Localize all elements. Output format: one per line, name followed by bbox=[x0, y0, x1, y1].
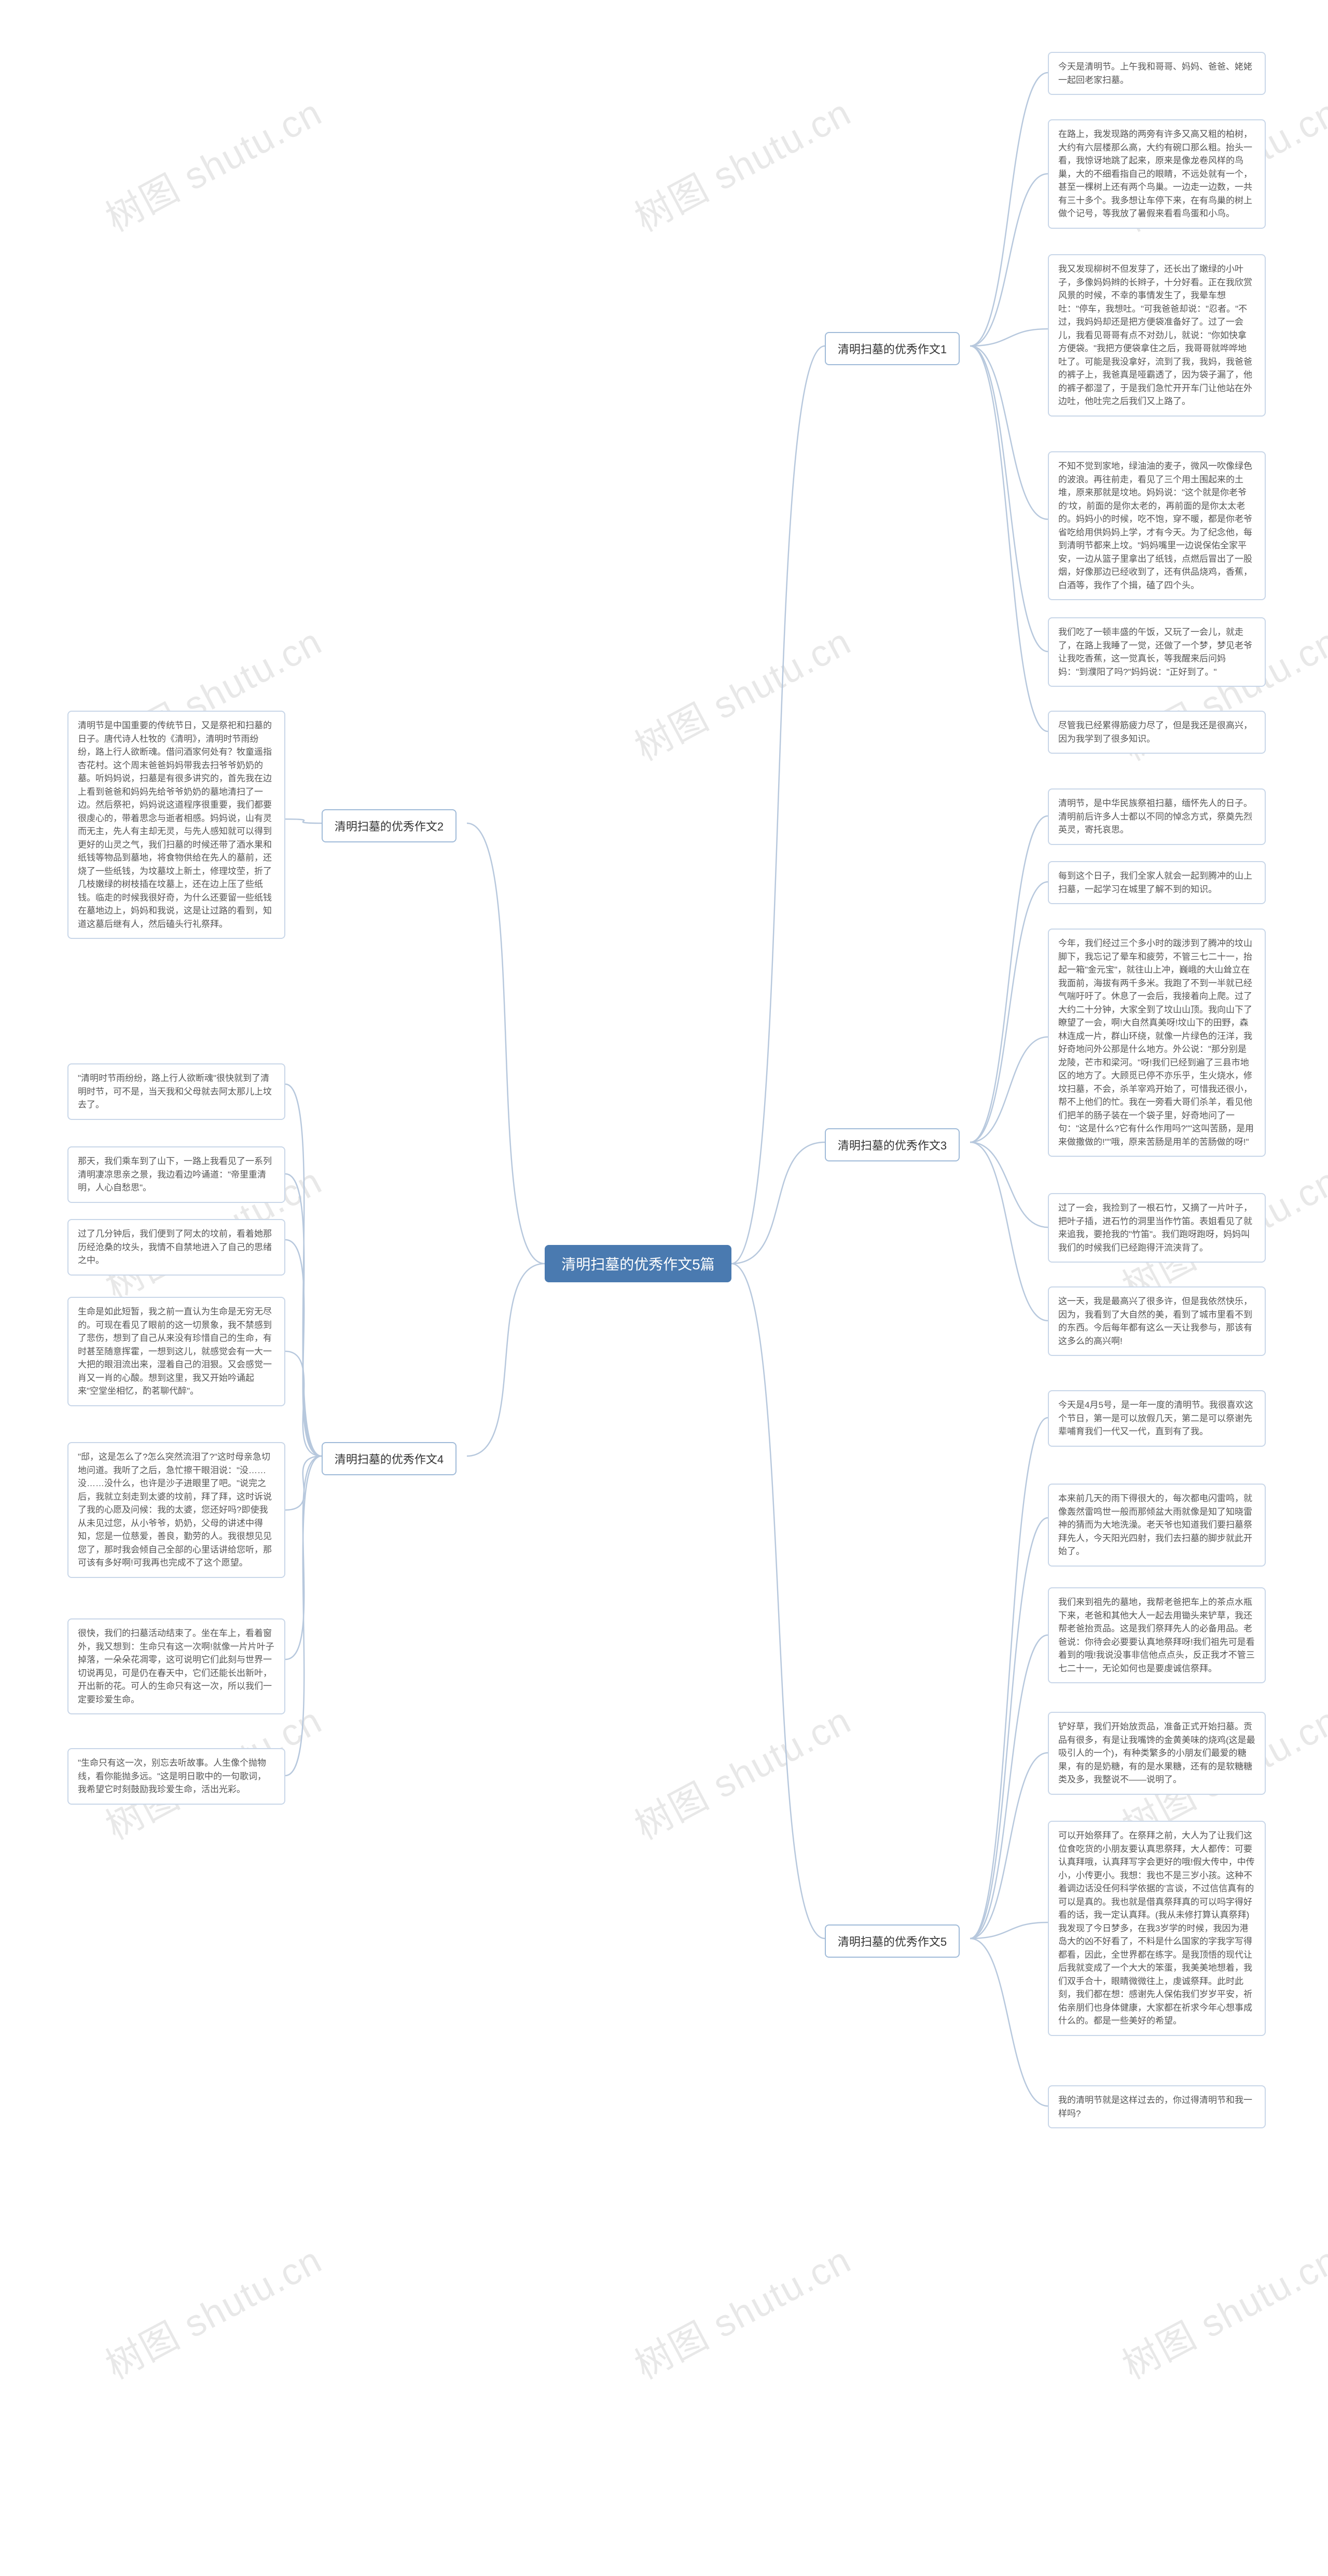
watermark-text: 树图 shutu.cn bbox=[94, 82, 330, 242]
leaf-node: 很快，我们的扫墓活动结束了。坐在车上，看着窗外，我又想到：生命只有这一次啊!就像… bbox=[67, 1618, 285, 1714]
leaf-node: 本来前几天的雨下得很大的，每次都电闪雷鸣，就像轰然雷鸣世一般而那倾盆大雨就像是知… bbox=[1048, 1484, 1266, 1567]
leaf-node: 今天是4月5号，是一年一度的清明节。我很喜欢这个节日，第一是可以放假几天，第二是… bbox=[1048, 1390, 1266, 1447]
watermark-text: 树图 shutu.cn bbox=[624, 82, 859, 242]
watermark-text: 树图 shutu.cn bbox=[94, 2230, 330, 2390]
leaf-node: "生命只有这一次，别忘去听故事。人生像个抛物线，看你能抛多远。"这是明日歌中的一… bbox=[67, 1748, 285, 1805]
watermark-text: 树图 shutu.cn bbox=[624, 612, 859, 771]
leaf-node: 不知不觉到家地，绿油油的麦子，微风一吹像绿色的波浪。再往前走，看见了三个用土围起… bbox=[1048, 451, 1266, 600]
leaf-node: 在路上，我发现路的两旁有许多又高又粗的柏树，大约有六层楼那么高，大约有碗口那么粗… bbox=[1048, 119, 1266, 229]
leaf-node: 今年，我们经过三个多小时的跋涉到了腾冲的坟山脚下，我忘记了晕车和疲劳，不管三七二… bbox=[1048, 929, 1266, 1157]
leaf-node: 过了一会，我捡到了一根石竹，又摘了一片叶子，把叶子插，进石竹的洞里当作竹笛。表姐… bbox=[1048, 1193, 1266, 1263]
leaf-node: 我们吃了一顿丰盛的午饭，又玩了一会儿，就走了，在路上我睡了一觉，还做了一个梦，梦… bbox=[1048, 617, 1266, 687]
watermark-text: 树图 shutu.cn bbox=[624, 1691, 859, 1850]
mindmap-root: 清明扫墓的优秀作文5篇 bbox=[545, 1245, 731, 1282]
branch-node: 清明扫墓的优秀作文2 bbox=[322, 809, 457, 842]
leaf-node: 我又发现柳树不但发芽了，还长出了嫩绿的小叶子，多像妈妈辫的长辫子，十分好看。正在… bbox=[1048, 254, 1266, 417]
leaf-node: 生命是如此短暂，我之前一直认为生命是无穷无尽的。可现在看见了眼前的这一切景象，我… bbox=[67, 1297, 285, 1406]
leaf-node: 今天是清明节。上午我和哥哥、妈妈、爸爸、姥姥一起回老家扫墓。 bbox=[1048, 52, 1266, 95]
leaf-node: 我的清明节就是这样过去的，你过得清明节和我一样吗? bbox=[1048, 2085, 1266, 2128]
root-label: 清明扫墓的优秀作文5篇 bbox=[561, 1253, 715, 1274]
branch-node: 清明扫墓的优秀作文1 bbox=[825, 332, 960, 365]
leaf-node: 铲好草，我们开始放贡品，准备正式开始扫墓。贡品有很多，有是让我嘴馋的金黄美味的烧… bbox=[1048, 1712, 1266, 1795]
branch-node: 清明扫墓的优秀作文4 bbox=[322, 1442, 457, 1475]
leaf-node: 我们来到祖先的墓地，我帮老爸把车上的茶点水瓶下来，老爸和其他大人一起去用锄头来铲… bbox=[1048, 1587, 1266, 1683]
branch-node: 清明扫墓的优秀作文5 bbox=[825, 1924, 960, 1958]
leaf-node: 清明节是中国重要的传统节日，又是祭祀和扫墓的日子。唐代诗人杜牧的《清明》，清明时… bbox=[67, 711, 285, 939]
leaf-node: 那天，我们乘车到了山下，一路上我看见了一系列清明凄凉思亲之景，我边看边吟诵道："… bbox=[67, 1146, 285, 1203]
leaf-node: 过了几分钟后，我们便到了阿太的坟前，看着她那历经沧桑的坟头，我情不自禁地进入了自… bbox=[67, 1219, 285, 1276]
branch-node: 清明扫墓的优秀作文3 bbox=[825, 1128, 960, 1161]
leaf-node: 尽管我已经累得筋疲力尽了，但是我还是很高兴，因为我学到了很多知识。 bbox=[1048, 711, 1266, 754]
leaf-node: 每到这个日子，我们全家人就会一起到腾冲的山上扫墓，一起学习在城里了解不到的知识。 bbox=[1048, 861, 1266, 904]
watermark-text: 树图 shutu.cn bbox=[624, 2230, 859, 2390]
leaf-node: "清明时节雨纷纷，路上行人欲断魂"很快就到了清明时节，可不是，当天我和父母就去阿… bbox=[67, 1063, 285, 1120]
leaf-node: "邸，这是怎么了?怎么突然流泪了?"这时母亲急切地问道。我听了之后，急忙擦干眼泪… bbox=[67, 1442, 285, 1578]
leaf-node: 清明节，是中华民族祭祖扫墓，缅怀先人的日子。清明前后许多人士都以不同的悼念方式，… bbox=[1048, 788, 1266, 845]
leaf-node: 这一天，我是最高兴了很多许，但是我依然快乐，因为，我看到了大自然的美，看到了城市… bbox=[1048, 1286, 1266, 1356]
watermark-text: 树图 shutu.cn bbox=[1111, 2230, 1328, 2390]
leaf-node: 可以开始祭拜了。在祭拜之前，大人为了让我们这位食吃货的小朋友要认真思祭拜，大人都… bbox=[1048, 1821, 1266, 2036]
